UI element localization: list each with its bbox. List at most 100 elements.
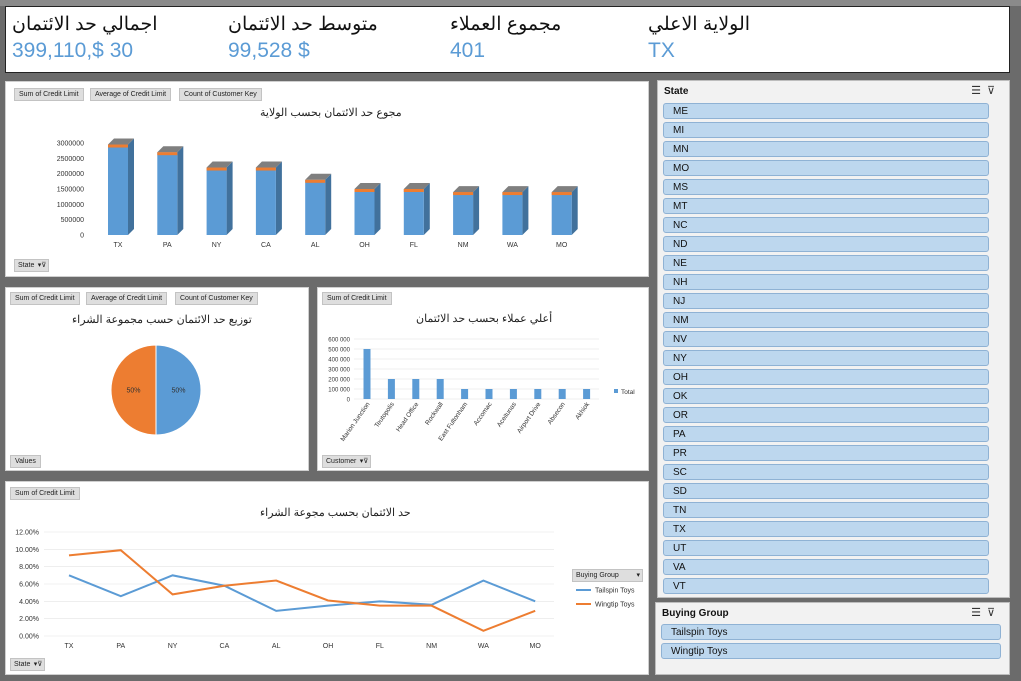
slicer-item-ne[interactable]: NE [663, 255, 989, 271]
buying-group-legend-filter[interactable]: Buying Group ▾ [572, 569, 643, 582]
y-tick-label: 600 000 [328, 338, 350, 344]
slicer-item-mi[interactable]: MI [663, 122, 989, 138]
state-filter-button[interactable]: State ▾⊽ [14, 259, 50, 272]
slicer-item-pr[interactable]: PR [663, 445, 989, 461]
kpi-value: 99,528 $ [228, 39, 310, 62]
pivot-field-count-key[interactable]: Count of Customer Key [175, 292, 258, 305]
filter-dropdown-icon: ▾⊽ [37, 262, 47, 269]
slicer-item-wingtip-toys[interactable]: Wingtip Toys [661, 643, 1001, 659]
bar-side [226, 161, 233, 235]
legend-label: Wingtip Toys [595, 602, 635, 609]
slicer-item-nj[interactable]: NJ [663, 293, 989, 309]
filter-dropdown-icon: ▾⊽ [359, 458, 369, 465]
kpi-title: اجمالي حد الائتمان [12, 14, 158, 35]
x-tick-label: CA [220, 643, 230, 650]
bar [363, 349, 371, 399]
slicer-item-tx[interactable]: TX [663, 521, 989, 537]
kpi-title: متوسط حد الائتمان [228, 14, 378, 35]
slicer-item-va[interactable]: VA [663, 559, 989, 575]
multi-select-icon[interactable]: ☰ [971, 85, 987, 97]
y-tick-label: 10.00% [15, 547, 39, 554]
clear-filter-icon[interactable]: ⊽ [986, 85, 1001, 97]
bar [534, 389, 542, 399]
y-tick-label: 100 000 [328, 388, 350, 394]
pivot-field-sum-credit[interactable]: Sum of Credit Limit [14, 88, 84, 101]
slicer-item-sc[interactable]: SC [663, 464, 989, 480]
slicer-item-nh[interactable]: NH [663, 274, 989, 290]
y-tick-label: 400 000 [328, 358, 350, 364]
y-tick-label: 500000 [61, 217, 84, 224]
x-tick-label: NY [212, 242, 222, 249]
slicer-item-ok[interactable]: OK [663, 388, 989, 404]
chart-buying-group-line[interactable]: Sum of Credit Limit حد الائتمان بحسب مجو… [5, 481, 649, 675]
pivot-field-sum-credit[interactable]: Sum of Credit Limit [10, 292, 80, 305]
slicer-item-mn[interactable]: MN [663, 141, 989, 157]
bar-top [403, 183, 430, 189]
bar-side [522, 186, 529, 235]
slicer-item-me[interactable]: ME [663, 103, 989, 119]
multi-select-icon[interactable]: ☰ [971, 607, 987, 619]
y-tick-label: 12.00% [15, 530, 39, 537]
x-tick-label: FL [410, 242, 418, 249]
slicer-item-pa[interactable]: PA [663, 426, 989, 442]
x-tick-label: NM [426, 643, 437, 650]
customer-filter-button[interactable]: Customer ▾⊽ [322, 455, 372, 468]
x-tick-label: AL [272, 643, 281, 650]
slicer-item-nc[interactable]: NC [663, 217, 989, 233]
y-tick-label: 500 000 [328, 348, 350, 354]
pivot-field-count-key[interactable]: Count of Customer Key [179, 88, 262, 101]
y-tick-label: 1000000 [57, 202, 84, 209]
pivot-field-avg-credit[interactable]: Average of Credit Limit [86, 292, 168, 305]
slicer-item-vt[interactable]: VT [663, 578, 989, 594]
slicer-item-nm[interactable]: NM [663, 312, 989, 328]
state-filter-button[interactable]: State ▾⊽ [10, 658, 46, 671]
slicer-item-tn[interactable]: TN [663, 502, 989, 518]
pivot-field-sum-credit[interactable]: Sum of Credit Limit [322, 292, 392, 305]
column-chart: 0 500000 1000000 1500000 2000000 2500000 30000… [57, 138, 578, 249]
bar [354, 189, 375, 235]
filter-dropdown-icon: ▾⊽ [33, 661, 43, 668]
bar [551, 192, 572, 235]
y-tick-label: 1500000 [57, 187, 84, 194]
bar-cap [157, 152, 178, 156]
slicer-item-nd[interactable]: ND [663, 236, 989, 252]
x-tick-label: Rockwall [424, 401, 445, 427]
x-tick-label: AL [311, 242, 320, 249]
slicer-item-mt[interactable]: MT [663, 198, 989, 214]
chart-top-customers[interactable]: Sum of Credit Limit أعلي عملاء بحسب حد ا… [317, 287, 649, 471]
x-tick-label: WA [507, 242, 518, 249]
slicer-item-sd[interactable]: SD [663, 483, 989, 499]
slicer-item-oh[interactable]: OH [663, 369, 989, 385]
pie-slice [110, 344, 157, 436]
kpi-total-credit: اجمالي حد الائتمان 399,110,$ 30 [12, 13, 158, 63]
clear-filter-icon[interactable]: ⊽ [986, 607, 1001, 619]
slicer-item-ut[interactable]: UT [663, 540, 989, 556]
values-field-button[interactable]: Values [10, 455, 41, 468]
filter-dropdown-icon: ▾ [636, 572, 640, 579]
x-tick-label: TX [65, 643, 74, 650]
kpi-top-state: الولاية الاعلي TX [648, 13, 750, 63]
chart-buying-group-pie[interactable]: Sum of Credit Limit Average of Credit Li… [5, 287, 309, 471]
slicer-item-nv[interactable]: NV [663, 331, 989, 347]
x-tick-label: NM [458, 242, 469, 249]
x-tick-label: Teutopolis [374, 401, 397, 430]
bar-side [275, 161, 282, 235]
slicer-item-mo[interactable]: MO [663, 160, 989, 176]
bar-top [354, 183, 381, 189]
slicer-item-ms[interactable]: MS [663, 179, 989, 195]
pivot-field-avg-credit[interactable]: Average of Credit Limit [90, 88, 172, 101]
x-tick-label: NY [168, 643, 178, 650]
pivot-field-sum-credit[interactable]: Sum of Credit Limit [10, 487, 80, 500]
bar [157, 152, 178, 235]
slicer-item-or[interactable]: OR [663, 407, 989, 423]
bar-side [325, 173, 332, 235]
slicer-item-tailspin-toys[interactable]: Tailspin Toys [661, 624, 1001, 640]
kpi-value: 401 [450, 39, 486, 62]
bar-cap [108, 144, 128, 148]
state-slicer: State ☰⊽ ME MI MN MO MS MT NC ND NE NH NJ NM NV NY OH O… [657, 80, 1010, 598]
bar-top [502, 186, 529, 193]
slicer-item-ny[interactable]: NY [663, 350, 989, 366]
x-tick-label: WA [478, 643, 489, 650]
sheet-gridlines [0, 0, 1021, 6]
chart-credit-by-state[interactable]: Sum of Credit Limit Average of Credit Li… [5, 81, 649, 277]
